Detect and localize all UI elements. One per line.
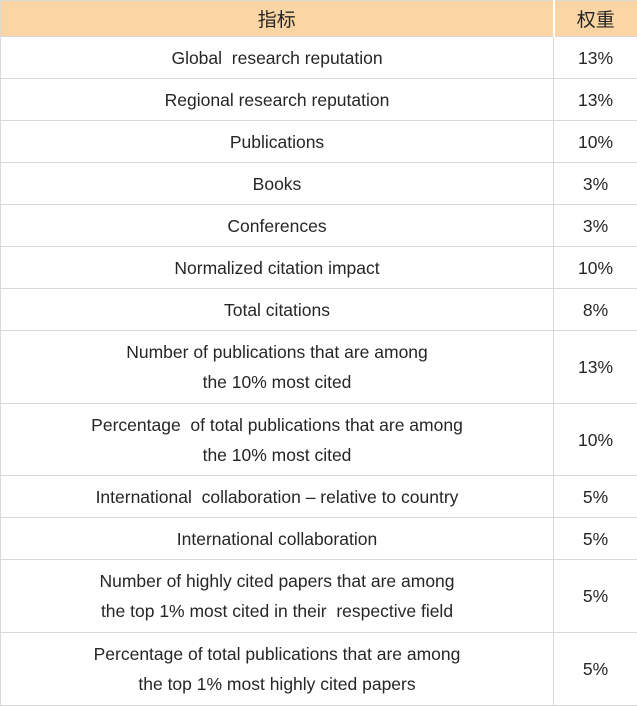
- indicator-cell: Percentage of total publications that ar…: [0, 632, 554, 706]
- weight-cell: 13%: [553, 36, 637, 79]
- indicator-cell: Books: [0, 162, 554, 205]
- indicator-cell: International collaboration: [0, 517, 554, 561]
- table-row: International collaboration 5%: [0, 517, 637, 561]
- weight-cell: 5%: [553, 632, 637, 706]
- indicator-cell: International collaboration – relative t…: [0, 475, 554, 519]
- weight-cell: 10%: [553, 246, 637, 289]
- indicator-cell: Regional research reputation: [0, 78, 554, 121]
- weight-cell: 13%: [553, 78, 637, 121]
- indicator-cell: Number of highly cited papers that are a…: [0, 559, 554, 634]
- table-row: Books 3%: [0, 162, 637, 205]
- weight-cell: 10%: [553, 120, 637, 163]
- header-row: 指标 权重: [0, 0, 637, 37]
- indicator-cell: Conferences: [0, 204, 554, 247]
- table-row: Global research reputation 13%: [0, 36, 637, 79]
- indicator-cell: Total citations: [0, 288, 554, 331]
- table-row: International collaboration – relative t…: [0, 475, 637, 519]
- weight-cell: 5%: [553, 517, 637, 561]
- table-row: Percentage of total publications that ar…: [0, 632, 637, 706]
- weight-cell: 3%: [553, 162, 637, 205]
- indicator-cell: Publications: [0, 120, 554, 163]
- header-indicator: 指标: [0, 0, 555, 37]
- table-row: Normalized citation impact 10%: [0, 246, 637, 289]
- table-row: Percentage of total publications that ar…: [0, 402, 637, 477]
- weight-cell: 5%: [553, 475, 637, 519]
- table-row: Publications 10%: [0, 120, 637, 163]
- indicator-cell: Number of publications that are among th…: [0, 330, 554, 404]
- table-row: Total citations 8%: [0, 288, 637, 331]
- indicator-cell: Normalized citation impact: [0, 246, 554, 289]
- weight-cell: 5%: [553, 559, 637, 634]
- table-row: Conferences 3%: [0, 204, 637, 247]
- table-row: Number of highly cited papers that are a…: [0, 559, 637, 634]
- weight-cell: 3%: [553, 204, 637, 247]
- header-weight: 权重: [553, 0, 637, 37]
- table-header: 指标 权重: [0, 0, 637, 37]
- indicator-cell: Percentage of total publications that ar…: [0, 402, 554, 477]
- table-row: Number of publications that are among th…: [0, 330, 637, 404]
- weight-cell: 13%: [553, 330, 637, 404]
- weight-cell: 8%: [553, 288, 637, 331]
- table-row: Regional research reputation 13%: [0, 78, 637, 121]
- indicator-cell: Global research reputation: [0, 36, 554, 79]
- weight-cell: 10%: [553, 402, 637, 477]
